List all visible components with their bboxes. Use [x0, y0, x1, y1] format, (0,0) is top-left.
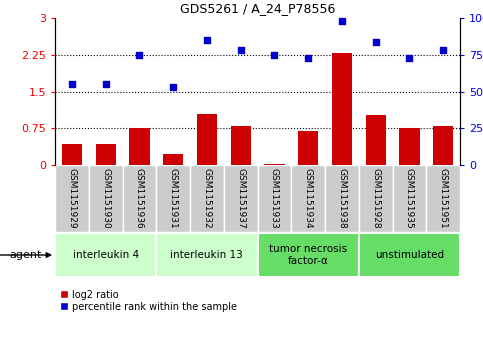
- Text: interleukin 13: interleukin 13: [170, 250, 243, 260]
- Bar: [257, 165, 291, 232]
- Text: GSM1151937: GSM1151937: [236, 168, 245, 229]
- Title: GDS5261 / A_24_P78556: GDS5261 / A_24_P78556: [180, 3, 335, 16]
- Bar: [332, 53, 352, 165]
- Point: [237, 48, 244, 53]
- Point: [406, 55, 413, 61]
- Point: [203, 37, 211, 43]
- Point: [169, 84, 177, 90]
- Text: GSM1151931: GSM1151931: [169, 168, 178, 229]
- Bar: [156, 165, 190, 232]
- Bar: [257, 233, 359, 277]
- Legend: log2 ratio, percentile rank within the sample: log2 ratio, percentile rank within the s…: [60, 290, 237, 312]
- Text: GSM1151933: GSM1151933: [270, 168, 279, 229]
- Text: GSM1151934: GSM1151934: [304, 168, 313, 229]
- Text: GSM1151928: GSM1151928: [371, 168, 380, 229]
- Text: GSM1151936: GSM1151936: [135, 168, 144, 229]
- Point: [270, 52, 278, 58]
- Point: [338, 18, 346, 24]
- Text: GSM1151951: GSM1151951: [439, 168, 448, 229]
- Text: GSM1151930: GSM1151930: [101, 168, 110, 229]
- Bar: [291, 165, 325, 232]
- Point: [372, 38, 380, 44]
- Bar: [393, 165, 426, 232]
- Text: tumor necrosis
factor-α: tumor necrosis factor-α: [269, 244, 347, 266]
- Point: [68, 81, 76, 87]
- Text: GSM1151938: GSM1151938: [337, 168, 346, 229]
- Text: unstimulated: unstimulated: [375, 250, 444, 260]
- Bar: [55, 233, 156, 277]
- Bar: [197, 114, 217, 165]
- Bar: [163, 154, 183, 165]
- Text: GSM1151932: GSM1151932: [202, 168, 212, 229]
- Text: GSM1151935: GSM1151935: [405, 168, 414, 229]
- Point: [102, 81, 110, 87]
- Bar: [325, 165, 359, 232]
- Bar: [359, 165, 393, 232]
- Bar: [224, 165, 257, 232]
- Bar: [433, 126, 453, 165]
- Text: interleukin 4: interleukin 4: [72, 250, 139, 260]
- Bar: [89, 165, 123, 232]
- Bar: [190, 165, 224, 232]
- Bar: [230, 126, 251, 165]
- Bar: [399, 128, 420, 165]
- Point: [304, 55, 312, 61]
- Bar: [123, 165, 156, 232]
- Bar: [96, 144, 116, 165]
- Bar: [366, 115, 386, 165]
- Bar: [359, 233, 460, 277]
- Point: [439, 48, 447, 53]
- Point: [136, 52, 143, 58]
- Bar: [129, 128, 150, 165]
- Bar: [298, 131, 318, 165]
- Bar: [62, 144, 82, 165]
- Bar: [156, 233, 257, 277]
- Bar: [55, 165, 89, 232]
- Bar: [264, 164, 284, 165]
- Text: agent: agent: [10, 250, 42, 260]
- Text: GSM1151929: GSM1151929: [67, 168, 76, 229]
- Bar: [426, 165, 460, 232]
